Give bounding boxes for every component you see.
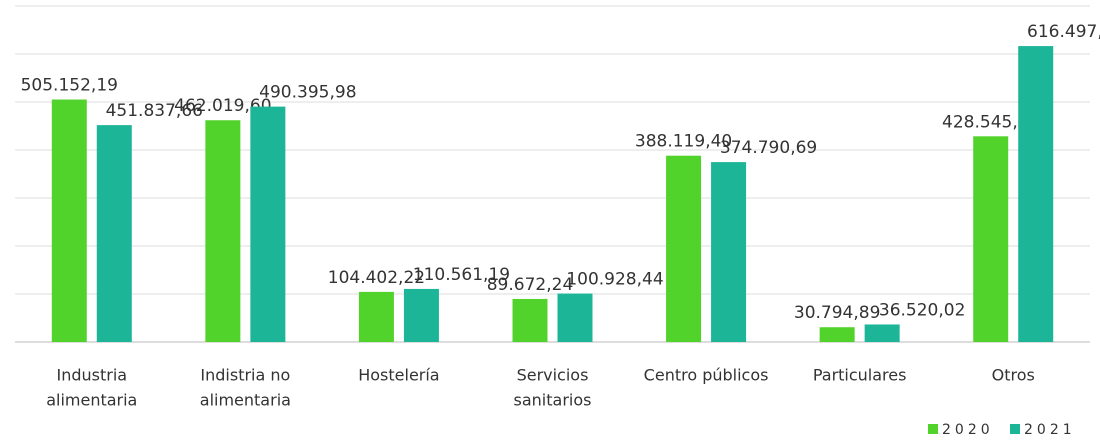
data-label: 451.837,66 (106, 101, 203, 121)
data-label: 36.520,02 (879, 300, 966, 320)
bar (205, 120, 241, 342)
bar (711, 162, 747, 342)
data-label: 374.790,69 (720, 138, 817, 158)
legend-label: 2020 (942, 422, 994, 438)
x-tick-label: Otros (992, 366, 1035, 385)
x-tick-label: Industria (56, 366, 127, 385)
bar (51, 99, 87, 342)
data-label: 616.497,04 (1027, 22, 1100, 42)
x-tick-label: alimentaria (200, 391, 291, 410)
data-label: 30.794,89 (794, 303, 881, 323)
x-tick-label: alimentaria (46, 391, 137, 410)
data-label: 462.019,60 (174, 96, 271, 116)
data-label: 100.928,44 (566, 270, 663, 290)
x-tick-label: Indistria no (200, 366, 290, 385)
x-tick-label: Servicios (517, 366, 589, 385)
bar (512, 298, 548, 342)
legend-swatch (1010, 424, 1020, 434)
x-tick-label: Centro públicos (644, 366, 769, 385)
bar (96, 125, 132, 342)
data-label: 89.672,24 (487, 275, 574, 295)
bar (557, 293, 593, 342)
bar (819, 327, 855, 342)
bar (250, 106, 286, 343)
bar (403, 288, 439, 342)
data-label: 388.119,40 (635, 132, 732, 152)
x-tick-label: sanitarios (514, 391, 592, 410)
x-tick-label: Hostelería (358, 366, 439, 385)
bar (1018, 46, 1054, 342)
x-tick-label: Particulares (813, 366, 907, 385)
bar (864, 324, 900, 342)
data-label: 110.561,19 (413, 265, 510, 285)
legend-swatch (928, 424, 938, 434)
data-label: 104.402,22 (328, 268, 425, 288)
data-label: 428.545,01 (942, 112, 1039, 132)
bar (666, 155, 702, 342)
legend-label: 2021 (1024, 422, 1076, 438)
data-label: 505.152,19 (21, 76, 118, 96)
data-label: 490.395,98 (259, 83, 356, 103)
bar (358, 291, 394, 342)
bar (973, 136, 1009, 342)
